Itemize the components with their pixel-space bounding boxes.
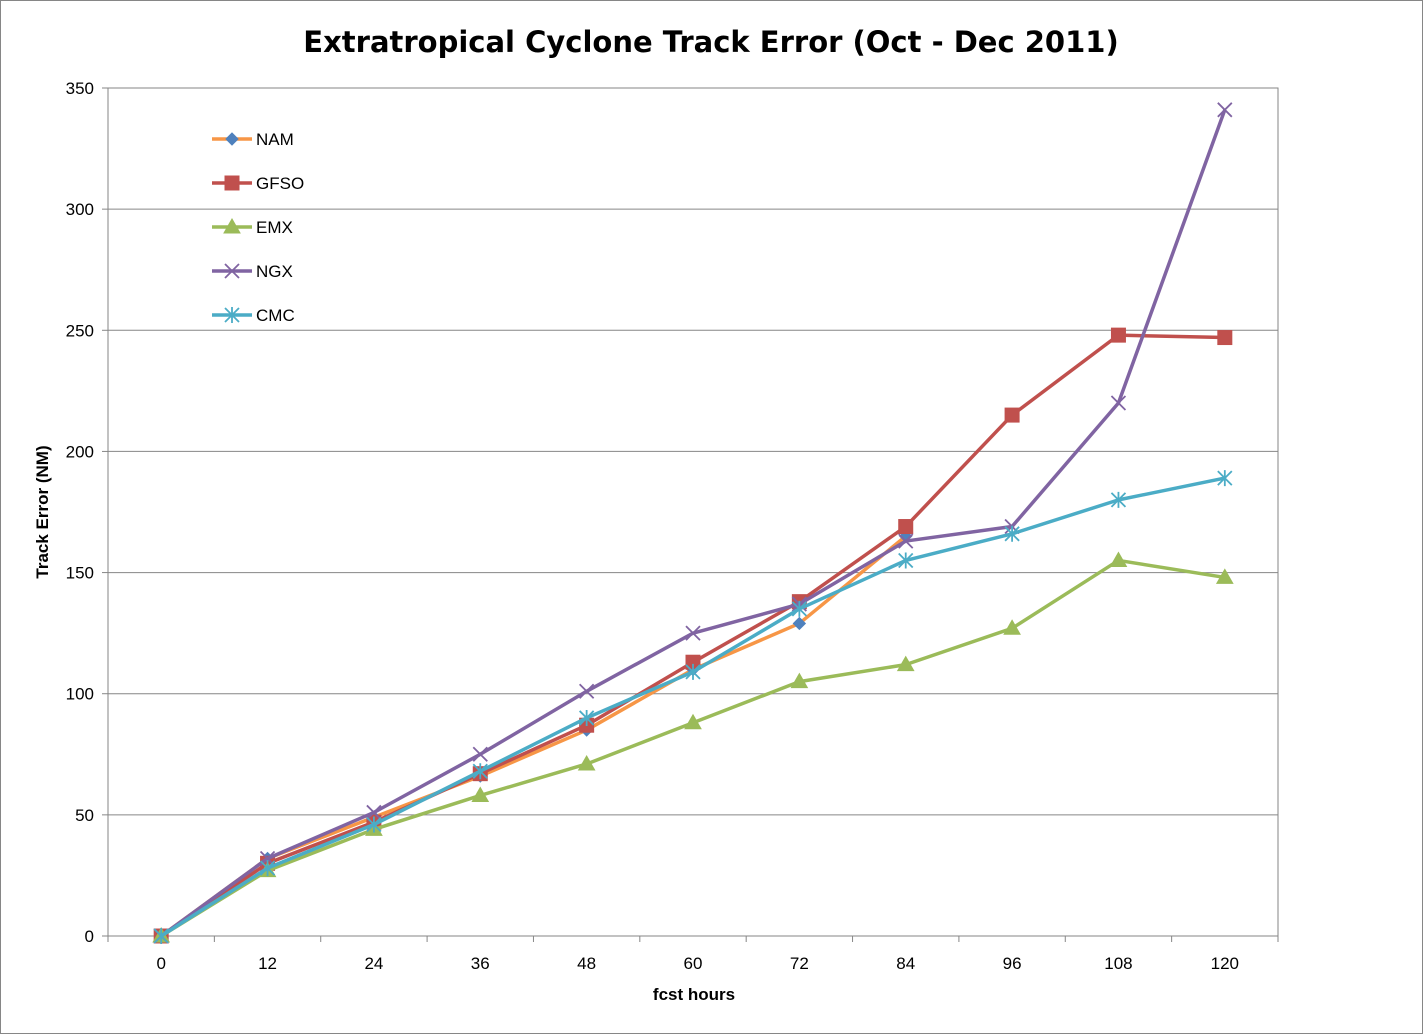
data-point-ngx [1217, 102, 1233, 118]
data-point-cmc [472, 763, 488, 780]
legend-marker-nam [225, 132, 239, 146]
x-tick-label: 120 [1211, 954, 1239, 973]
data-point-ngx [1110, 395, 1127, 411]
grid-layer [107, 87, 1279, 937]
data-point-cmc [791, 600, 808, 617]
data-point-cmc [578, 709, 595, 726]
y-tick-label: 350 [66, 79, 94, 98]
y-tick-label: 100 [66, 685, 94, 704]
x-tick-label: 12 [258, 954, 277, 973]
data-point-cmc [366, 816, 382, 833]
data-point-ngx [578, 683, 595, 699]
data-point-cmc [898, 552, 914, 569]
legend-item-gfso: GFSO [212, 174, 304, 193]
data-point-emx [790, 672, 809, 689]
data-point-cmc [1004, 525, 1020, 542]
legend-marker-gfso [224, 175, 240, 191]
legend-item-cmc: CMC [212, 306, 295, 325]
legend-label-ngx: NGX [256, 262, 293, 281]
data-point-cmc [1110, 491, 1127, 508]
chart-title: Extratropical Cyclone Track Error (Oct -… [303, 25, 1118, 59]
legend-item-emx: EMX [212, 217, 293, 237]
data-point-emx [684, 713, 702, 730]
x-tick-label: 84 [896, 954, 915, 973]
legend-marker-cmc [224, 307, 240, 323]
x-tick-label: 96 [1003, 954, 1022, 973]
series-line-emx [160, 558, 1226, 938]
series-line-ngx [160, 109, 1227, 938]
data-point-gfso [1110, 327, 1126, 343]
x-tick-label: 60 [684, 954, 703, 973]
data-point-cmc [685, 663, 701, 680]
data-point-emx [896, 655, 915, 672]
series-nam [154, 529, 913, 943]
legend-item-nam: NAM [212, 130, 294, 149]
data-point-emx [1109, 551, 1128, 567]
y-tick-label: 50 [75, 806, 94, 825]
y-tick-label: 250 [66, 321, 94, 340]
data-point-cmc [153, 928, 169, 944]
x-tick-label: 0 [156, 954, 165, 973]
x-tick-label: 72 [790, 954, 809, 973]
data-point-emx [1215, 568, 1234, 584]
data-point-emx [1003, 619, 1021, 635]
plot-area [107, 87, 1279, 937]
data-point-ngx [898, 533, 914, 549]
x-tick-label: 24 [364, 954, 383, 973]
series-ngx [153, 102, 1233, 944]
data-point-emx [577, 754, 596, 771]
legend-item-ngx: NGX [212, 262, 293, 281]
y-tick-label: 150 [66, 564, 94, 583]
series-cmc [153, 470, 1233, 944]
legend: NAM GFSO EMX NGX CMC [212, 130, 304, 325]
legend-label-gfso: GFSO [256, 174, 304, 193]
y-tick-label: 0 [85, 927, 94, 946]
series-emx [152, 551, 1234, 943]
x-tick-label: 48 [577, 954, 596, 973]
data-point-cmc [259, 860, 276, 877]
series-line-cmc [160, 476, 1226, 938]
data-point-ngx [472, 746, 488, 762]
legend-label-cmc: CMC [256, 306, 295, 325]
data-point-gfso [1217, 330, 1233, 346]
data-point-nam [792, 616, 807, 631]
legend-marker-emx [223, 217, 241, 234]
axis-layer: 0 50 100 150 200 250 300 350 0 12 24 36 48 60 72 84 96 10… [66, 79, 1279, 973]
series-layer [152, 102, 1234, 944]
y-axis-title: Track Error (NM) [33, 445, 52, 578]
data-point-ngx [685, 625, 701, 641]
series-gfso [153, 327, 1233, 944]
legend-label-nam: NAM [256, 130, 294, 149]
data-point-gfso [898, 519, 914, 535]
x-tick-label: 36 [471, 954, 490, 973]
legend-label-emx: EMX [256, 218, 293, 237]
data-point-emx [471, 786, 490, 802]
x-tick-label: 108 [1104, 954, 1132, 973]
data-point-ngx [366, 804, 382, 821]
data-point-cmc [1217, 470, 1233, 487]
data-point-gfso [1004, 407, 1020, 423]
x-axis-title: fcst hours [653, 985, 735, 1004]
y-tick-label: 200 [66, 442, 94, 461]
legend-marker-ngx [224, 263, 240, 279]
y-tick-label: 300 [66, 200, 94, 219]
